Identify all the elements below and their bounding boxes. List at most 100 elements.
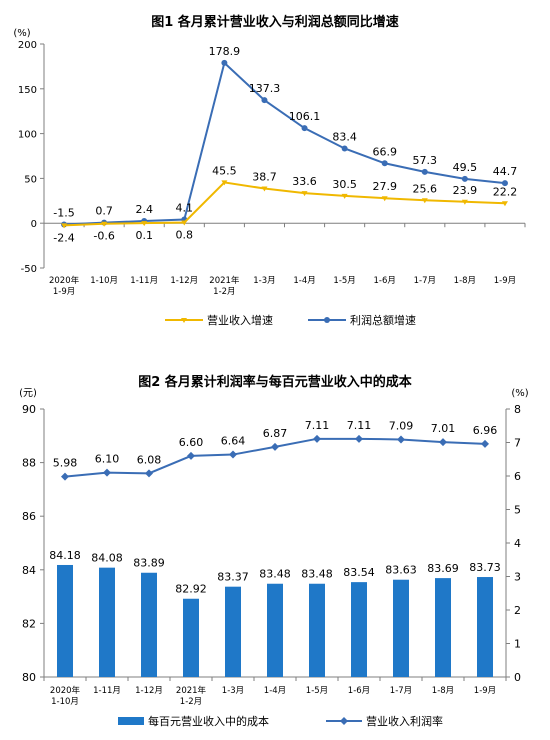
chart-1-data-label-profit: 0.7 [95,205,113,218]
chart-1-x-tick-label: 1-10月 [90,276,118,286]
chart-2-right-tick-label: 4 [514,537,521,550]
chart-2-bar-label: 83.89 [133,557,165,570]
chart-1-data-label-revenue: 38.7 [252,171,277,184]
chart-1-series-point [381,196,388,202]
chart-1-y-tick-label: 150 [18,85,37,96]
chart-2-left-tick-label: 80 [22,671,36,684]
chart-2-left-tick-label: 86 [22,510,36,523]
chart-1-series-point [141,221,148,227]
chart-2-left-unit-label: (元) [19,388,37,399]
chart-2-line-point [355,434,363,443]
chart-1-series-point [101,221,108,227]
chart-1-series-point [461,175,468,182]
chart-2-legend-bar-swatch [118,717,144,725]
chart-2-axes: 80 82 84 86 88 90 0 1 2 3 4 5 6 7 8 [22,403,521,684]
chart-2-right-tick-label: 8 [514,403,521,416]
chart-1-series-line-0 [64,181,505,227]
chart-2-bar [267,583,283,677]
chart-1-x-tick-label: 2021年 [209,275,240,286]
chart-2-line-point [439,438,447,447]
chart-1-data-label-profit: -1.5 [53,207,74,220]
chart-2-line-label: 6.08 [137,453,162,466]
chart-2-legend-line-marker [340,717,348,725]
chart-2-bar [225,586,241,677]
chart-2-line-point [61,472,69,481]
chart-1-x-tick-label: 1-8月 [454,276,476,286]
chart-2-line-point [103,468,111,477]
chart-1-series-point [181,220,188,226]
chart-1-legend-label: 营业收入增速 [207,313,273,327]
chart-2-bar-label: 82.92 [175,583,207,596]
chart-2-right-tick-label: 7 [514,437,521,450]
chart-2-x-tick-label: 1-6月 [348,686,370,696]
chart-2-bar-label: 83.48 [259,568,291,581]
chart-2-x-tick-label: 1-12月 [135,686,163,696]
chart-2-line: 5.98 6.10 6.08 6.60 6.64 6.87 7.11 7.11 7.09 7.01… [53,419,498,481]
chart-1-x-tick-label: 1-12月 [170,276,198,286]
chart-2-bar-label: 83.48 [301,568,333,581]
chart-1-series-point [301,125,308,132]
chart-2-bar [477,577,493,677]
chart-2-right-tick-label: 1 [514,638,521,651]
chart-1-series-point [221,59,228,66]
chart-1-legend-marker [181,318,187,323]
chart-2-right-tick-label: 3 [514,571,521,584]
chart-1-series-point [421,198,428,204]
chart-1-legend: 营业收入增速 利润总额增速 [165,313,416,327]
chart-2-line-label: 6.64 [221,435,246,448]
chart-1-unit-label: (%) [13,28,30,39]
chart-2-right-tick-label: 0 [514,671,521,684]
chart-2-line-point [397,435,405,444]
chart-2-line-point [481,439,489,448]
chart-1-x-tick-label: 1-5月 [333,276,355,286]
chart-1-x-tick-label: 1-6月 [374,276,396,286]
chart-2-line-label: 7.09 [389,419,414,432]
chart-2-line-point [313,434,321,443]
chart-2-bar-label: 83.54 [343,566,375,579]
chart-2-x-tick-label: 1-9月 [474,686,496,696]
chart-1-data-label-profit: 44.7 [493,165,518,178]
chart-2-bar [99,567,115,677]
chart-2-line-label: 7.11 [347,419,372,432]
chart-1-data-label-profit: 49.5 [453,161,478,174]
chart-2-x-tick-label: 1-4月 [264,686,286,696]
chart-1-data-label-profit: 57.3 [413,154,438,167]
chart-2-x-tick-label: 1-10月 [51,697,79,707]
chart-1-data-label-revenue: -2.4 [53,231,74,244]
chart-1-data-label-profit: 106.1 [289,110,321,123]
chart-2-line-label: 6.60 [179,436,204,449]
chart-2-line-label: 7.11 [305,419,330,432]
chart-1-y-tick-label: 0 [31,219,37,230]
chart-2-x-tick-label: 1-11月 [93,686,121,696]
chart-1-data-label-revenue: 30.5 [332,178,357,191]
chart-1-series-point [61,223,68,229]
chart-1-y-tick-label: 100 [18,130,37,141]
chart-1-data-label-profit: 66.9 [372,145,397,158]
chart-2-line-label: 7.01 [431,422,456,435]
chart-1-data-label-revenue: 33.6 [292,175,317,188]
chart-1-x-tick-label: 1-7月 [414,276,436,286]
chart-1-series: -1.5 0.7 2.4 4.1 178.9 137.3 106.1 83.4 66.9 57.3… [53,45,517,244]
chart-1-x-tick-label: 1-9月 [494,276,516,286]
chart-2-x-tick-label: 1-7月 [390,686,412,696]
chart-2-bar-label: 83.63 [385,564,417,577]
chart-1-data-label-profit: 4.1 [176,202,194,215]
chart-1-series-point [341,193,348,199]
chart-1-y-tick-label: -50 [21,264,37,275]
chart-2-bar-label: 83.69 [427,562,459,575]
chart-1-data-label-revenue: 45.5 [212,164,237,177]
chart-2-line-label: 6.96 [473,424,498,437]
chart-1-data-label-revenue: 23.9 [453,184,478,197]
chart-1-data-label-profit: 2.4 [135,203,153,216]
chart-1-x-tick-label: 2020年 [49,275,80,286]
chart-2-x-tick-label: 1-8月 [432,686,454,696]
chart-2-left-tick-label: 88 [22,457,36,470]
chart-2-left-tick-label: 90 [22,403,36,416]
chart-2-bar [393,579,409,677]
chart-1-series-point [461,199,468,205]
chart-2-legend-bar-label: 每百元营业收入中的成本 [148,714,269,728]
chart-1-x-tick-label: 1-9月 [53,287,75,297]
